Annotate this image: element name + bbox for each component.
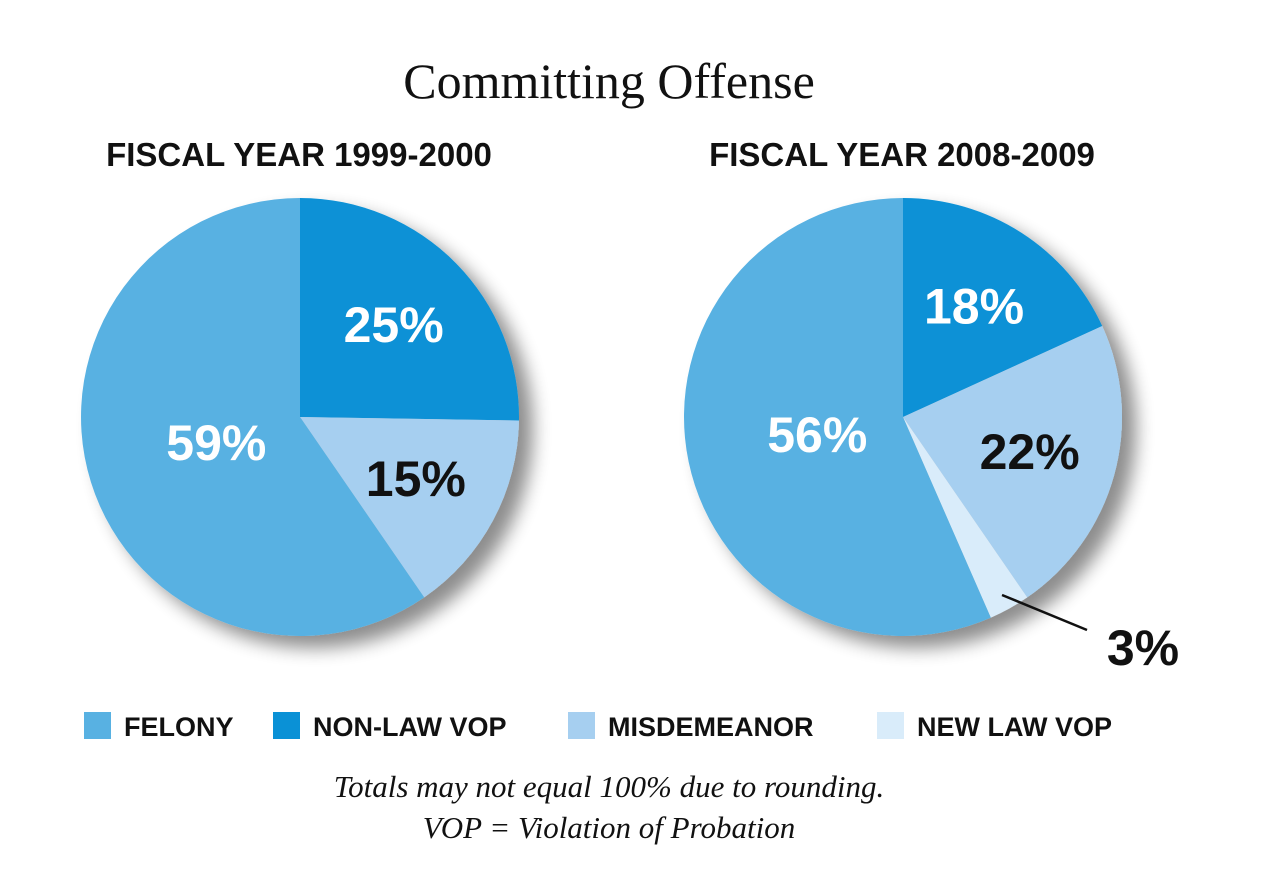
pie-1999-2000	[81, 198, 519, 636]
legend-swatch	[84, 712, 111, 739]
slice-value-label: 15%	[366, 451, 466, 507]
slice-value-label: 59%	[166, 415, 266, 471]
legend-swatch	[568, 712, 595, 739]
pie-title-2008-2009: FISCAL YEAR 2008-2009	[709, 136, 1095, 173]
legend: FELONY NON-LAW VOP MISDEMEANOR NEW LAW VOP	[84, 712, 1112, 742]
slice-non-law-vop	[300, 198, 519, 421]
pie-2008-2009	[684, 198, 1123, 636]
legend-label: NEW LAW VOP	[917, 712, 1112, 742]
legend-item-non-law-vop: NON-LAW VOP	[273, 712, 507, 742]
legend-label: NON-LAW VOP	[313, 712, 507, 742]
legend-swatch	[877, 712, 904, 739]
slice-misdemeanor	[903, 326, 1123, 598]
pie-1999-2000-labels: 25% 15% 59%	[166, 297, 466, 507]
slice-value-label: 3%	[1107, 620, 1179, 676]
legend-item-felony: FELONY	[84, 712, 234, 742]
slice-felony	[81, 198, 425, 636]
slice-new-law-vop	[903, 417, 1028, 618]
slice-non-law-vop	[903, 198, 1103, 417]
chart-title: Committing Offense	[403, 53, 815, 109]
legend-label: FELONY	[124, 712, 234, 742]
callout-leader-line	[1001, 593, 1088, 632]
legend-label: MISDEMEANOR	[608, 712, 814, 742]
slice-value-label: 25%	[344, 297, 444, 353]
legend-item-new-law-vop: NEW LAW VOP	[877, 712, 1112, 742]
slice-value-label: 18%	[924, 278, 1024, 334]
slice-misdemeanor	[300, 417, 519, 598]
vop-note: VOP = Violation of Probation	[423, 810, 795, 845]
slice-felony	[684, 198, 991, 636]
slice-value-label: 22%	[980, 424, 1080, 480]
pie-title-1999-2000: FISCAL YEAR 1999-2000	[106, 136, 492, 173]
rounding-note: Totals may not equal 100% due to roundin…	[334, 769, 885, 804]
slice-value-label: 56%	[767, 407, 867, 463]
legend-swatch	[273, 712, 300, 739]
pie-2008-2009-labels: 18% 22% 3% 56%	[767, 278, 1179, 676]
legend-item-misdemeanor: MISDEMEANOR	[568, 712, 814, 742]
